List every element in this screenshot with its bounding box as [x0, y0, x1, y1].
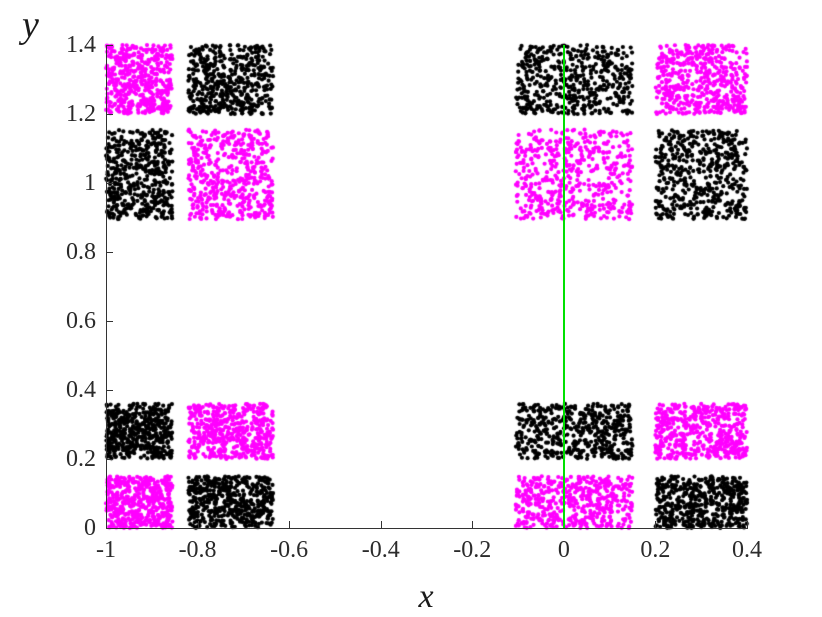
x-axis-spine — [106, 528, 748, 529]
y-tick-label: 0.4 — [66, 377, 96, 403]
x-tick-label: 0.4 — [732, 537, 762, 563]
y-tick-mark — [106, 252, 113, 253]
y-tick-label: 0.2 — [66, 446, 96, 472]
y-tick-mark — [106, 45, 113, 46]
vertical-boundary-line — [562, 45, 565, 528]
y-tick-label: 0 — [84, 515, 96, 541]
y-tick-mark — [106, 114, 113, 115]
y-tick-label: 0.8 — [66, 239, 96, 265]
x-tick-label: 0.2 — [640, 537, 671, 563]
y-tick-mark — [106, 183, 113, 184]
x-tick-label: -0.6 — [270, 537, 309, 563]
x-axis-label: x — [418, 578, 434, 615]
x-tick-mark — [747, 521, 748, 528]
x-tick-label: -0.4 — [361, 537, 400, 563]
y-tick-mark — [106, 390, 113, 391]
y-tick-label: 1.2 — [66, 101, 96, 127]
x-tick-mark — [289, 521, 291, 528]
y-tick-label: 0.6 — [66, 308, 96, 334]
x-tick-label: -1 — [96, 537, 116, 563]
y-tick-label: 1.4 — [66, 32, 96, 58]
x-tick-mark — [655, 521, 657, 528]
x-tick-label: 0 — [557, 537, 570, 563]
x-tick-label: -0.2 — [453, 537, 492, 563]
y-axis-spine — [106, 45, 107, 529]
x-tick-mark — [472, 521, 474, 528]
y-tick-mark — [106, 459, 113, 460]
y-axis-label: y — [22, 4, 39, 46]
y-tick-label: 1 — [84, 170, 96, 196]
x-tick-mark — [380, 521, 382, 528]
x-tick-label: -0.8 — [178, 537, 217, 563]
x-tick-mark — [197, 521, 199, 528]
y-tick-mark — [106, 321, 113, 322]
